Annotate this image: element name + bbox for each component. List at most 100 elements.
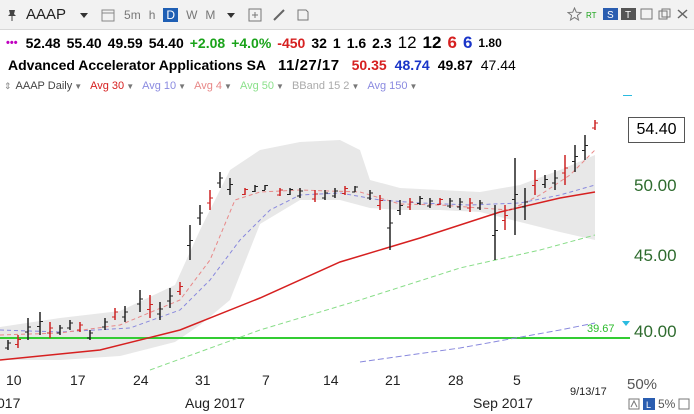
price-chart[interactable]: [0, 95, 694, 414]
period-d[interactable]: D: [163, 7, 179, 22]
close-icon[interactable]: [675, 7, 690, 21]
pen-icon[interactable]: [272, 8, 286, 22]
legend-dropdown-icon[interactable]: ▼: [409, 81, 418, 91]
bollinger-band: [0, 140, 595, 360]
quote-dots-icon: •••: [6, 37, 18, 49]
quote-v1: 32: [311, 35, 327, 51]
svg-text:S: S: [607, 10, 614, 21]
avg30-line: [0, 191, 596, 361]
quote-change-pct: +4.0%: [231, 35, 272, 51]
axis-marker-hline: [622, 321, 630, 326]
symbol-dropdown-icon[interactable]: [77, 8, 91, 22]
s-menu-icon[interactable]: S: [603, 7, 618, 21]
x-tick-24: 24: [133, 372, 149, 388]
svg-text:T: T: [625, 10, 631, 21]
x-year-edge: 017: [0, 395, 21, 411]
hline-price-label: 39.67: [587, 323, 615, 335]
quote-v8: 6: [462, 33, 473, 52]
period-m[interactable]: M: [205, 7, 216, 22]
rt-icon[interactable]: RT: [585, 7, 600, 21]
legend-label: Avg 4: [194, 80, 223, 92]
legend-dropdown-icon[interactable]: ▼: [126, 81, 135, 91]
legend-dropdown-icon[interactable]: ▼: [178, 81, 187, 91]
earnings-date: 11/27/17: [278, 56, 340, 74]
company-name: Advanced Accelerator Applications SA: [8, 57, 267, 73]
note-icon[interactable]: [296, 8, 310, 22]
svg-text:L: L: [646, 400, 651, 410]
quote-change: +2.08: [189, 35, 226, 51]
name-row: Advanced Accelerator Applications SA 11/…: [0, 55, 694, 75]
legend-sort-icon[interactable]: ⇕: [4, 80, 12, 91]
legend-dropdown-icon[interactable]: ▼: [74, 81, 83, 91]
x-tick-14: 14: [323, 372, 339, 388]
x-tick-21: 21: [385, 372, 401, 388]
legend-dropdown-icon[interactable]: ▼: [351, 81, 360, 91]
y-tick-50: 50.00: [634, 176, 677, 195]
pin-icon[interactable]: [6, 9, 18, 21]
scale-icon[interactable]: [628, 398, 640, 410]
quote-open: 55.40: [66, 35, 102, 51]
y-tick-45: 45.00: [634, 246, 677, 265]
x-tick-17: 17: [70, 372, 86, 388]
bottom-controls: L 5%: [628, 397, 693, 411]
y-tick-40: 40.00: [634, 322, 677, 341]
quote-v6: 12: [422, 33, 442, 52]
avg50-line: [149, 234, 596, 371]
legend-dropdown-icon[interactable]: ▼: [276, 81, 284, 91]
quote-v4: 2.3: [372, 35, 392, 51]
period-dropdown-icon[interactable]: [224, 8, 238, 22]
legend-dropdown-icon[interactable]: ▼: [224, 81, 232, 91]
quote-v3: 1.6: [346, 35, 367, 51]
name-val-a: 50.35: [351, 57, 387, 73]
log-icon[interactable]: L: [643, 398, 655, 410]
legend-item-4[interactable]: Avg 50 ▼: [240, 80, 284, 92]
x-tick-7: 7: [262, 372, 270, 388]
legend-label: AAAP Daily: [15, 80, 73, 92]
legend-label: Avg 10: [142, 80, 177, 92]
period-w[interactable]: W: [186, 7, 198, 22]
save-icon[interactable]: [639, 7, 654, 21]
legend-item-5[interactable]: BBand 15 2 ▼: [292, 80, 359, 92]
bottom-pct[interactable]: 5%: [658, 397, 676, 411]
name-val-c: 49.87: [437, 57, 473, 73]
quote-v2: 1: [332, 35, 341, 51]
quote-close: 54.40: [148, 35, 184, 51]
legend-item-2[interactable]: Avg 10 ▼: [142, 80, 186, 92]
symbol-label[interactable]: AAAP: [26, 6, 67, 23]
quote-v7: 6: [447, 33, 457, 52]
name-val-b: 48.74: [394, 57, 430, 73]
name-val-d: 47.44: [480, 57, 516, 73]
period-5m[interactable]: 5m: [124, 7, 141, 22]
x-tick-28: 28: [448, 372, 464, 388]
last-price-box: 54.40: [628, 117, 685, 143]
calendar-icon[interactable]: [101, 8, 115, 22]
legend-item-1[interactable]: Avg 30 ▼: [90, 80, 134, 92]
zoom-level[interactable]: 50%: [627, 376, 658, 393]
legend-item-3[interactable]: Avg 4 ▼: [194, 80, 232, 92]
indicator-legend: ⇕ AAAP Daily ▼ Avg 30 ▼ Avg 10 ▼ Avg 4 ▼ Avg 50 ▼…: [0, 77, 694, 95]
legend-label: Avg 150: [367, 80, 408, 92]
legend-item-6[interactable]: Avg 150 ▼: [367, 80, 417, 92]
restore-icon[interactable]: [657, 7, 672, 21]
legend-label: BBand 15 2: [291, 80, 350, 92]
last-date-label: 9/13/17: [570, 386, 607, 398]
avg150-line: [359, 322, 596, 363]
star-icon[interactable]: [567, 7, 582, 21]
t-menu-icon[interactable]: T: [621, 7, 636, 21]
quote-last: 52.48: [25, 35, 61, 51]
svg-text:RT: RT: [586, 11, 597, 20]
quote-low: 49.59: [107, 35, 143, 51]
expand-icon[interactable]: [678, 398, 690, 410]
toolbar: AAAP 5m h D W M RT S T: [0, 0, 694, 30]
period-h[interactable]: h: [148, 7, 156, 22]
legend-label: Avg 50: [239, 80, 275, 92]
quote-bar: ••• 52.48 55.40 49.59 54.40 +2.08 +4.0% …: [0, 31, 694, 55]
quote-v9: 1.80: [478, 36, 502, 50]
quote-neg: -450: [277, 35, 306, 51]
legend-label: Avg 30: [90, 80, 125, 92]
add-indicator-icon[interactable]: [248, 8, 262, 22]
x-tick-5: 5: [513, 372, 521, 388]
legend-item-0[interactable]: AAAP Daily ▼: [16, 80, 83, 92]
x-tick-10: 10: [6, 372, 22, 388]
